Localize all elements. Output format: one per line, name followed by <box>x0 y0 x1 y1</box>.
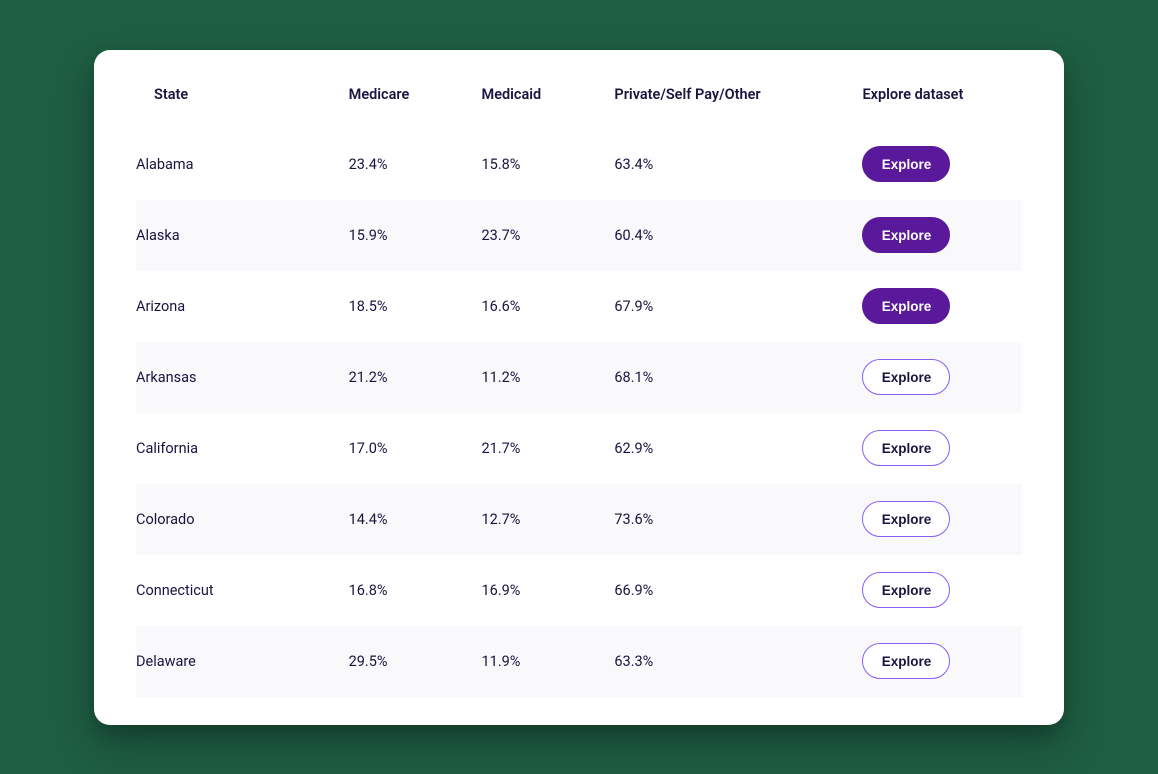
cell-state: California <box>136 413 349 484</box>
cell-private: 66.9% <box>614 555 862 626</box>
explore-button[interactable]: Explore <box>862 643 950 679</box>
cell-medicaid: 23.7% <box>482 200 615 271</box>
state-payer-table: State Medicare Medicaid Private/Self Pay… <box>136 86 1022 697</box>
cell-explore: Explore <box>862 413 1022 484</box>
cell-explore: Explore <box>862 129 1022 200</box>
table-row: Arizona18.5%16.6%67.9%Explore <box>136 271 1022 342</box>
cell-medicaid: 16.9% <box>482 555 615 626</box>
table-row: Colorado14.4%12.7%73.6%Explore <box>136 484 1022 555</box>
table-row: Connecticut16.8%16.9%66.9%Explore <box>136 555 1022 626</box>
explore-button[interactable]: Explore <box>862 430 950 466</box>
cell-explore: Explore <box>862 626 1022 697</box>
col-header-explore: Explore dataset <box>862 86 1022 129</box>
cell-state: Arkansas <box>136 342 349 413</box>
explore-button[interactable]: Explore <box>862 288 950 324</box>
cell-private: 68.1% <box>614 342 862 413</box>
cell-medicaid: 16.6% <box>482 271 615 342</box>
cell-state: Alabama <box>136 129 349 200</box>
cell-medicare: 16.8% <box>349 555 482 626</box>
cell-state: Connecticut <box>136 555 349 626</box>
cell-medicare: 23.4% <box>349 129 482 200</box>
table-row: Arkansas21.2%11.2%68.1%Explore <box>136 342 1022 413</box>
cell-state: Alaska <box>136 200 349 271</box>
cell-medicaid: 21.7% <box>482 413 615 484</box>
cell-medicare: 14.4% <box>349 484 482 555</box>
explore-button[interactable]: Explore <box>862 501 950 537</box>
cell-medicare: 17.0% <box>349 413 482 484</box>
table-row: California17.0%21.7%62.9%Explore <box>136 413 1022 484</box>
table-body: Alabama23.4%15.8%63.4%ExploreAlaska15.9%… <box>136 129 1022 697</box>
cell-private: 63.4% <box>614 129 862 200</box>
cell-explore: Explore <box>862 200 1022 271</box>
col-header-medicaid: Medicaid <box>482 86 615 129</box>
data-card: State Medicare Medicaid Private/Self Pay… <box>94 50 1064 725</box>
explore-button[interactable]: Explore <box>862 217 950 253</box>
table-row: Alaska15.9%23.7%60.4%Explore <box>136 200 1022 271</box>
cell-explore: Explore <box>862 555 1022 626</box>
cell-medicare: 21.2% <box>349 342 482 413</box>
table-row: Delaware29.5%11.9%63.3%Explore <box>136 626 1022 697</box>
cell-explore: Explore <box>862 484 1022 555</box>
cell-state: Colorado <box>136 484 349 555</box>
explore-button[interactable]: Explore <box>862 146 950 182</box>
cell-explore: Explore <box>862 342 1022 413</box>
cell-medicaid: 11.2% <box>482 342 615 413</box>
cell-medicaid: 11.9% <box>482 626 615 697</box>
cell-private: 67.9% <box>614 271 862 342</box>
cell-medicare: 15.9% <box>349 200 482 271</box>
cell-medicare: 18.5% <box>349 271 482 342</box>
col-header-state: State <box>136 86 349 129</box>
table-row: Alabama23.4%15.8%63.4%Explore <box>136 129 1022 200</box>
explore-button[interactable]: Explore <box>862 572 950 608</box>
cell-private: 63.3% <box>614 626 862 697</box>
cell-explore: Explore <box>862 271 1022 342</box>
cell-state: Arizona <box>136 271 349 342</box>
cell-private: 60.4% <box>614 200 862 271</box>
cell-private: 62.9% <box>614 413 862 484</box>
cell-medicaid: 15.8% <box>482 129 615 200</box>
col-header-medicare: Medicare <box>349 86 482 129</box>
col-header-private: Private/Self Pay/Other <box>614 86 862 129</box>
table-header-row: State Medicare Medicaid Private/Self Pay… <box>136 86 1022 129</box>
explore-button[interactable]: Explore <box>862 359 950 395</box>
cell-medicare: 29.5% <box>349 626 482 697</box>
cell-state: Delaware <box>136 626 349 697</box>
cell-private: 73.6% <box>614 484 862 555</box>
cell-medicaid: 12.7% <box>482 484 615 555</box>
